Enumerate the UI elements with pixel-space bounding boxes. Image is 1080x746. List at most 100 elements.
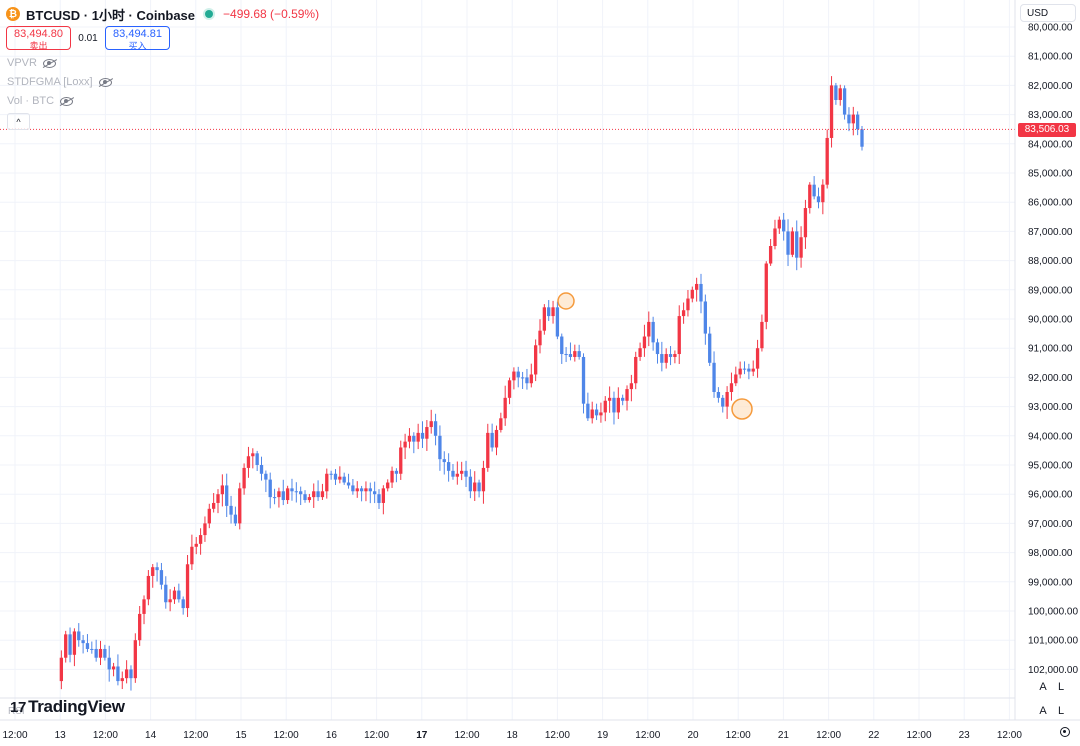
candle-body — [181, 599, 185, 609]
candle-body — [525, 377, 529, 384]
candle-body — [68, 634, 72, 655]
log-scale-button[interactable]: L — [1057, 681, 1065, 693]
candle-body — [272, 497, 277, 499]
candle-body — [751, 368, 755, 372]
candle-body — [294, 491, 298, 493]
candle-body — [607, 397, 612, 401]
candle-body — [573, 351, 577, 357]
candle-body — [808, 184, 812, 209]
candle-body — [512, 371, 516, 381]
candle-body — [242, 467, 246, 489]
eye-hidden-icon[interactable] — [60, 96, 74, 106]
candle-body — [560, 336, 564, 355]
time-axis[interactable]: 12:00 13 12:00 14 12:00 15 12:00 16 12:00 17 12:00… — [2, 730, 1022, 741]
candle-body — [542, 307, 547, 331]
price-tick-label: 84,000.00 — [1028, 139, 1073, 150]
candle-body — [220, 485, 225, 495]
candle-body — [486, 432, 490, 468]
candle-body — [694, 283, 699, 290]
candle-body — [342, 476, 346, 483]
sell-button[interactable]: 83,494.80 卖出 — [6, 26, 71, 51]
candle-body — [407, 435, 412, 442]
candle-body — [747, 368, 751, 372]
candle-body — [599, 412, 603, 416]
candle-body — [146, 575, 151, 600]
price-axis[interactable]: 80,000.00 81,000.00 82,000.00 83,000.00 84,0… — [1028, 23, 1078, 676]
candle-body — [603, 400, 607, 413]
candle-body — [316, 491, 320, 498]
candle-body — [690, 289, 694, 299]
candle-body — [377, 494, 381, 503]
candle-body — [451, 470, 455, 477]
indicator-label: STDFGMA [Loxx] — [7, 76, 93, 88]
eye-hidden-icon[interactable] — [42, 58, 56, 68]
price-tick-label: 88,000.00 — [1028, 256, 1073, 267]
buy-button[interactable]: 83,494.81 买入 — [105, 26, 170, 51]
candle-body — [782, 219, 786, 232]
price-tick-label: 91,000.00 — [1028, 344, 1073, 355]
time-tick-label: 14 — [145, 730, 157, 741]
candle-body — [642, 336, 647, 349]
price-tick-label: 101,000.00 — [1028, 636, 1078, 647]
candle-body — [625, 389, 629, 401]
gear-icon[interactable] — [1060, 727, 1070, 737]
candle-body — [403, 441, 407, 448]
candle-body — [516, 371, 520, 378]
time-tick-label: 12:00 — [274, 730, 299, 741]
candle-body — [847, 114, 851, 124]
indicator-label: Vol · BTC — [7, 95, 55, 107]
indicator-stdfgma[interactable]: STDFGMA [Loxx] — [7, 76, 112, 88]
price-tick-label: 82,000.00 — [1028, 81, 1073, 92]
currency-selector[interactable]: USD — [1020, 4, 1076, 22]
symbol-title[interactable]: BTCUSD · 1小时 · Coinbase — [26, 7, 196, 23]
candle-body — [207, 508, 211, 524]
rsi-pane-label[interactable]: RSI — [8, 706, 25, 717]
candle-body — [94, 648, 98, 658]
candle-body — [855, 114, 860, 130]
candle-body — [81, 640, 85, 644]
price-tick-label: 98,000.00 — [1028, 548, 1073, 559]
candle-body — [786, 231, 790, 255]
candle-body — [816, 196, 821, 203]
candle-body — [477, 482, 481, 492]
candle-body — [277, 491, 281, 498]
candle-body — [507, 380, 512, 398]
indicator-vpvr[interactable]: VPVR — [7, 57, 56, 69]
collapse-indicators-button[interactable]: ^ — [7, 113, 30, 130]
time-tick-label: 15 — [235, 730, 247, 741]
candle-body — [760, 321, 764, 349]
rsi-auto-scale-button[interactable]: A — [1039, 705, 1047, 717]
candle-body — [225, 485, 229, 506]
candle-body — [586, 403, 590, 419]
auto-scale-button[interactable]: A — [1039, 681, 1047, 693]
candle-body — [111, 666, 116, 670]
candle-body — [455, 473, 459, 477]
candle-body — [664, 354, 668, 363]
candle-body — [499, 418, 503, 430]
indicator-volume[interactable]: Vol · BTC — [7, 95, 74, 107]
candle-body — [416, 432, 420, 442]
tradingview-logo[interactable]: 17 TradingView — [10, 697, 125, 717]
last-price-label: 83,506.03 — [1018, 123, 1076, 137]
candle-body — [359, 488, 364, 492]
candle-body — [529, 374, 533, 384]
candle-body — [155, 567, 159, 571]
candle-body — [594, 409, 599, 416]
candle-body — [581, 356, 586, 404]
time-tick-label: 12:00 — [635, 730, 660, 741]
candle-body — [98, 648, 103, 658]
candle-body — [838, 88, 842, 100]
candle-body — [329, 473, 333, 475]
sell-label: 卖出 — [29, 41, 48, 51]
time-tick-label: 12:00 — [93, 730, 118, 741]
candle-body — [468, 476, 473, 492]
candle-body — [203, 523, 207, 536]
candle-body — [825, 137, 829, 185]
candle-body — [533, 345, 538, 375]
eye-hidden-icon[interactable] — [98, 77, 112, 87]
high-marker — [557, 292, 575, 310]
price-tick-label: 95,000.00 — [1028, 461, 1073, 472]
rsi-log-scale-button[interactable]: L — [1057, 705, 1065, 717]
candle-body — [446, 462, 451, 471]
